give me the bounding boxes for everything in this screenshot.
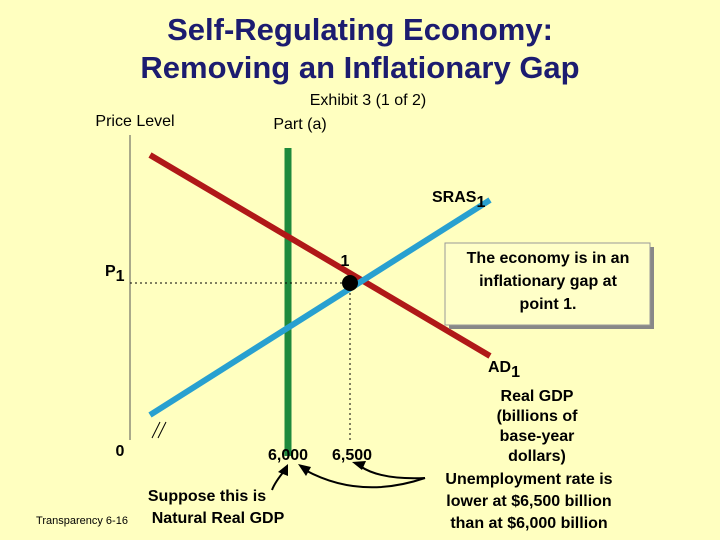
callout-box xyxy=(444,242,651,326)
axis-break xyxy=(151,421,161,439)
note-line: Suppose this is xyxy=(148,488,266,505)
ad-label: AD1 xyxy=(488,359,520,381)
ad-curve xyxy=(148,152,492,359)
note-line: Natural Real GDP xyxy=(152,510,285,527)
ad-main: AD xyxy=(488,359,511,376)
note-line: Unemployment rate is xyxy=(445,471,612,488)
p1-main: P xyxy=(105,263,116,280)
callout-line: inflationary gap at xyxy=(479,273,617,290)
p1-label: P1 xyxy=(105,263,125,285)
sras-curve xyxy=(148,197,492,418)
note-line: lower at $6,500 billion xyxy=(446,493,611,510)
axis-break xyxy=(157,421,167,439)
y-axis-label: Price Level xyxy=(95,113,174,130)
ad-sub: 1 xyxy=(511,364,520,381)
arrow xyxy=(304,469,426,489)
sras-label: SRAS1 xyxy=(432,189,485,211)
footer: Transparency 6-16 xyxy=(36,515,128,527)
x-axis-label: base-year xyxy=(500,428,575,445)
x-axis-label: (billions of xyxy=(497,408,579,425)
callout-line: point 1. xyxy=(520,296,577,313)
sras-main: SRAS xyxy=(432,189,477,206)
arrowhead xyxy=(278,464,288,476)
x-mark-label: 6,500 xyxy=(332,447,372,464)
x-axis-label: Real GDP xyxy=(501,388,574,405)
origin-label: 0 xyxy=(116,443,125,460)
p1-sub: 1 xyxy=(116,268,125,285)
sras-sub: 1 xyxy=(476,194,485,211)
x-axis-label: dollars) xyxy=(508,448,566,465)
part: Part (a) xyxy=(273,116,326,133)
title-line: Removing an Inflationary Gap xyxy=(140,50,579,85)
callout-line: The economy is in an xyxy=(467,250,630,267)
title-line: Self-Regulating Economy: xyxy=(167,12,553,47)
equilibrium-point xyxy=(342,275,358,291)
x-mark-label: 6,000 xyxy=(268,447,308,464)
exhibit: Exhibit 3 (1 of 2) xyxy=(310,92,427,109)
arrowhead xyxy=(352,461,366,470)
point-label: 1 xyxy=(341,253,350,270)
arrow xyxy=(359,465,426,480)
note-line: than at $6,000 billion xyxy=(450,515,607,532)
arrowhead xyxy=(298,464,311,476)
